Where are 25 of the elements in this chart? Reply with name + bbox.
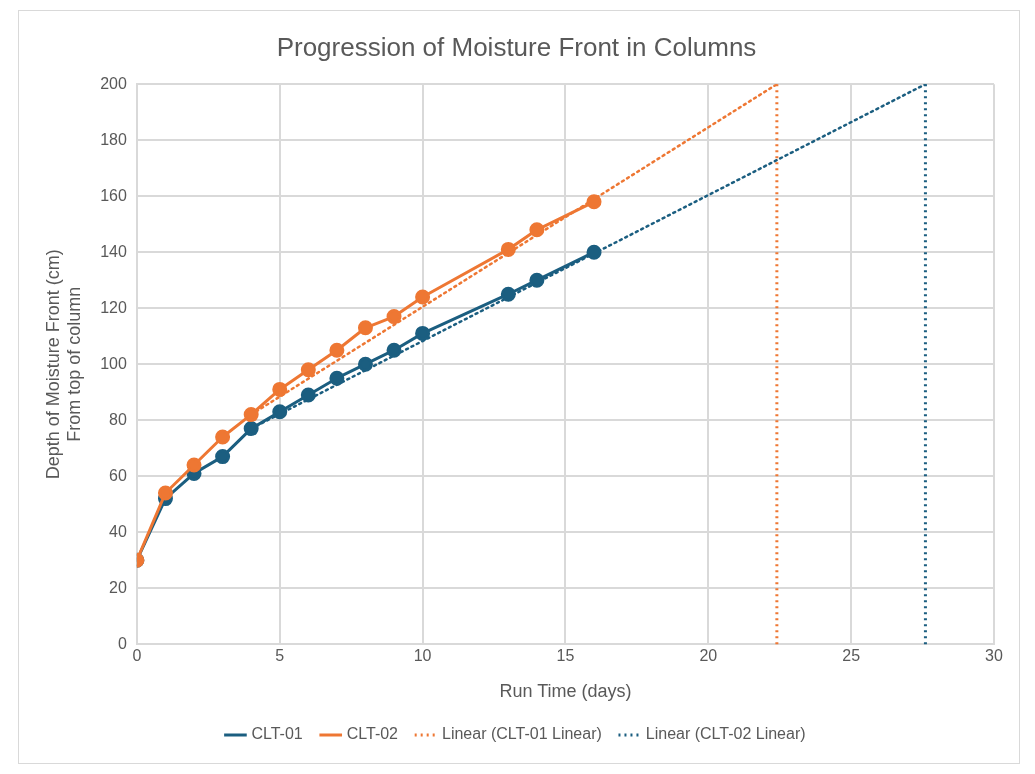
x-tick-label: 30	[985, 647, 1003, 665]
y-tick-label: 60	[109, 466, 127, 484]
legend-label: CLT-02	[346, 725, 399, 743]
y-tick-label: 20	[109, 578, 127, 596]
x-tick-label: 25	[842, 647, 861, 665]
x-tick-label: 0	[132, 647, 142, 665]
y-tick-label: 80	[109, 410, 127, 428]
x-axis-title: Run Time (days)	[499, 681, 632, 702]
y-tick-label: 40	[109, 522, 127, 540]
x-tick-label: 20	[699, 647, 718, 665]
legend-label: Linear (CLT-02 Linear)	[645, 725, 806, 743]
x-tick-label: 5	[275, 647, 285, 665]
legend-label: CLT-01	[251, 725, 303, 743]
y-tick-label: 120	[100, 298, 127, 316]
chart-title: Progression of Moisture Front in Columns	[276, 31, 757, 62]
x-tick-label: 15	[556, 647, 575, 665]
y-axis-title: Depth of Moisture Front (cm) From top of column	[42, 249, 85, 480]
y-tick-label: 140	[100, 242, 127, 260]
y-tick-label: 160	[100, 186, 127, 204]
legend-label: Linear (CLT-01 Linear)	[442, 725, 602, 743]
y-tick-label: 200	[100, 74, 127, 92]
y-tick-label: 180	[100, 130, 127, 148]
y-tick-label: 0	[117, 634, 127, 652]
x-tick-label: 10	[413, 647, 432, 665]
y-tick-label: 100	[100, 354, 127, 372]
